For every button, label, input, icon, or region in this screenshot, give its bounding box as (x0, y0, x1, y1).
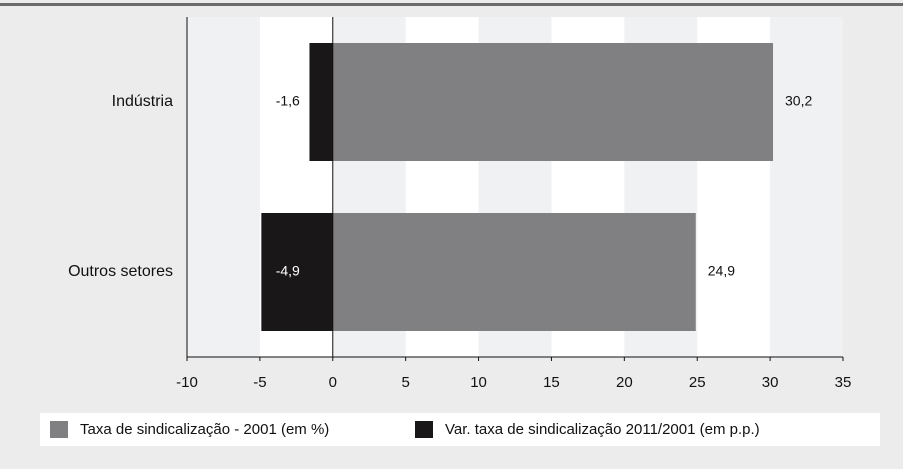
x-tick-label: 15 (543, 374, 560, 391)
x-tick-label: 35 (835, 374, 852, 391)
bar (261, 213, 333, 331)
value-label: -1,6 (276, 93, 300, 109)
value-label: 30,2 (785, 93, 812, 109)
band (187, 17, 260, 357)
legend-swatch (415, 421, 433, 438)
bar (332, 43, 774, 161)
band (770, 17, 843, 357)
x-tick-label: -10 (176, 374, 198, 391)
top-rule (0, 3, 903, 6)
legend-label: Var. taxa de sindicalização 2011/2001 (e… (445, 421, 760, 438)
legend-swatch (50, 421, 68, 438)
bar (309, 43, 333, 161)
x-tick-label: 5 (401, 374, 409, 391)
y-tick-label: Outros setores (68, 263, 173, 280)
bar (332, 213, 696, 331)
x-tick-label: 0 (329, 374, 337, 391)
x-tick-label: 10 (470, 374, 487, 391)
value-label: -4,9 (276, 263, 300, 279)
legend-box (40, 413, 880, 446)
x-tick-label: 25 (689, 374, 706, 391)
x-tick-label: 20 (616, 374, 633, 391)
x-tick-label: -5 (253, 374, 266, 391)
x-tick-label: 30 (762, 374, 779, 391)
legend-label: Taxa de sindicalização - 2001 (em %) (80, 421, 329, 438)
y-tick-label: Indústria (112, 93, 173, 110)
value-label: 24,9 (708, 263, 735, 279)
